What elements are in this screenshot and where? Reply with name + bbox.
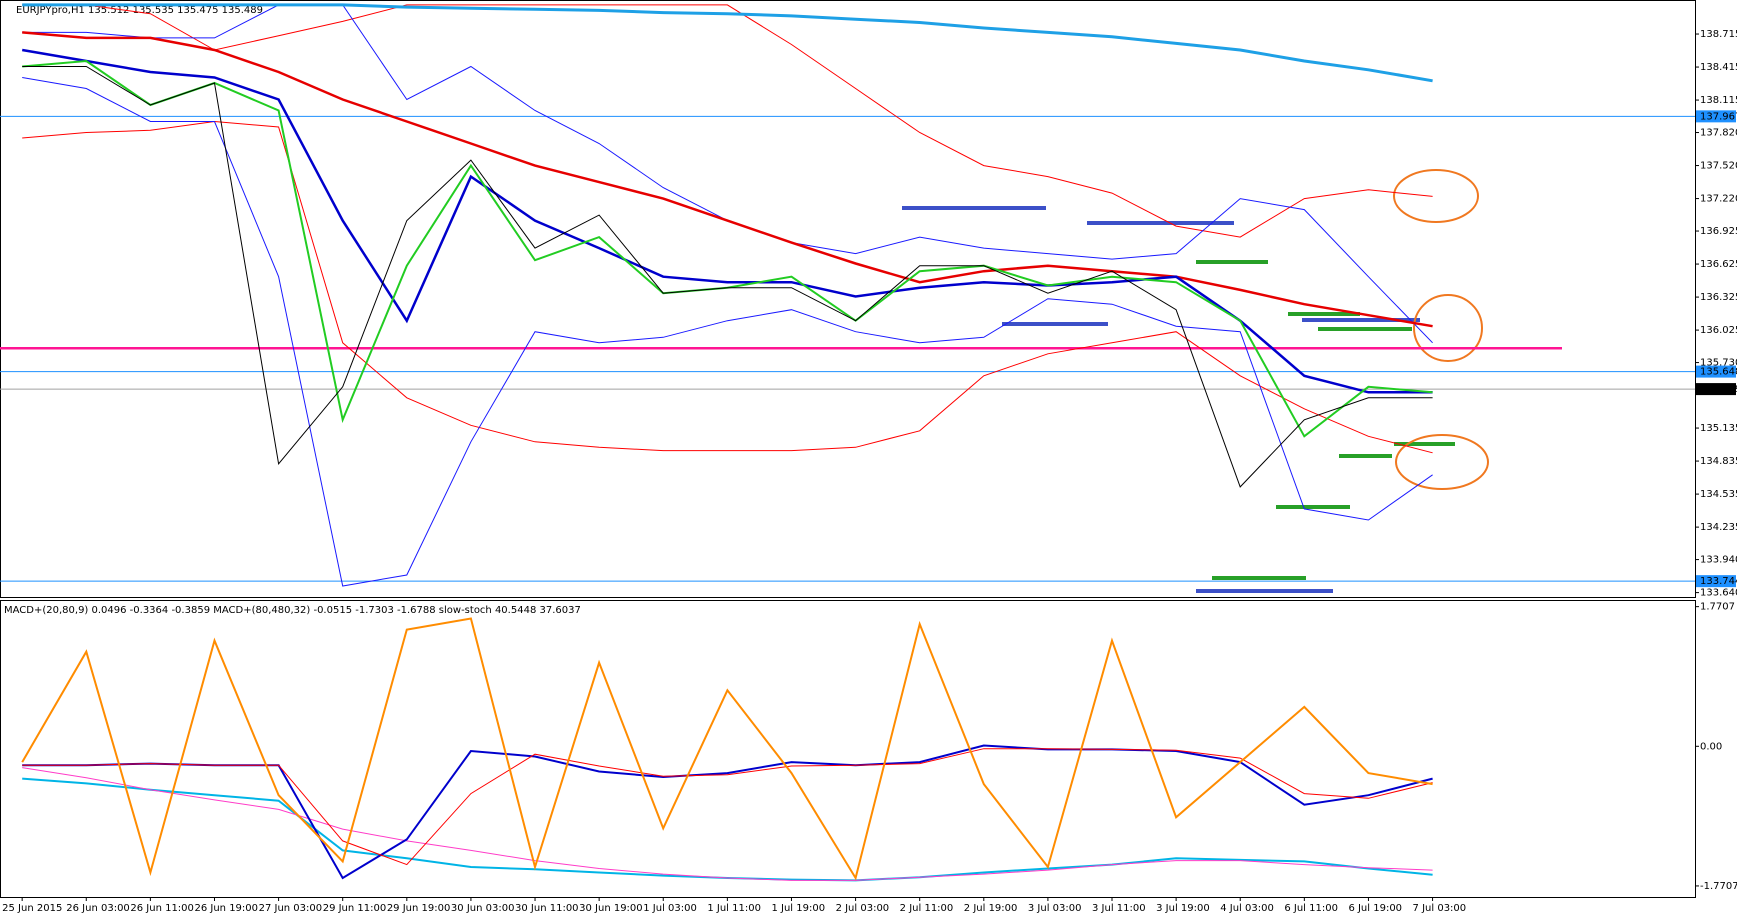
x-tick-label: 3 Jul 11:00 <box>1092 903 1146 914</box>
chart-title: EURJPYpro,H1 135.512 135.535 135.475 135… <box>16 5 263 16</box>
price-label-box <box>1696 575 1736 588</box>
x-tick-label: 1 Jul 03:00 <box>643 903 697 914</box>
x-tick-label: 29 Jun 19:00 <box>387 903 451 914</box>
x-tick-label: 2 Jul 03:00 <box>836 903 890 914</box>
y-tick-label: 136.625 <box>1700 259 1737 270</box>
price-label: 135.648 <box>1700 367 1737 378</box>
y-tick-label: 133.640 <box>1700 588 1737 599</box>
x-tick-label: 26 Jun 11:00 <box>130 903 194 914</box>
series-line <box>21 48 1433 394</box>
x-tick-label: 2 Jul 11:00 <box>900 903 954 914</box>
y-tick-label: 138.115 <box>1700 95 1737 106</box>
price-label-box <box>1696 110 1736 123</box>
x-tick-label: 25 Jun 2015 <box>2 903 62 914</box>
highlight-circle <box>1395 434 1489 490</box>
main-panel <box>0 0 1696 598</box>
y-tick-label: 1.7707 <box>1700 602 1735 613</box>
series-line <box>22 748 1433 866</box>
series-line <box>22 767 1433 881</box>
series-line <box>22 120 1433 454</box>
y-tick-label: 133.940 <box>1700 555 1737 566</box>
series-line <box>21 617 1433 881</box>
y-tick-label: 134.835 <box>1700 456 1737 467</box>
x-tick-label: 4 Jul 03:00 <box>1220 903 1274 914</box>
series-line <box>22 31 1433 328</box>
circles <box>1393 169 1489 490</box>
x-tick-label: 3 Jul 19:00 <box>1156 903 1210 914</box>
macd-panel <box>0 600 1696 898</box>
y-tick-label: 137.820 <box>1700 128 1737 139</box>
price-label: 133.744 <box>1700 576 1737 587</box>
y-tick-label: 136.925 <box>1700 226 1737 237</box>
series-line <box>22 3 1433 83</box>
indicator-title: MACD+(20,80,9) 0.0496 -0.3364 -0.3859 MA… <box>4 605 581 616</box>
x-tick-label: 30 Jun 11:00 <box>515 903 579 914</box>
series-line <box>22 77 1433 587</box>
price-label: 135.489 <box>1700 384 1737 395</box>
x-tick-label: 1 Jul 19:00 <box>771 903 825 914</box>
highlight-circle <box>1413 294 1483 362</box>
x-tick-label: 30 Jun 03:00 <box>451 903 515 914</box>
y-tick-label: 137.220 <box>1700 194 1737 205</box>
y-tick-label: 137.520 <box>1700 161 1737 172</box>
x-tick-label: 29 Jun 11:00 <box>323 903 387 914</box>
y-tick-label: 134.235 <box>1700 522 1737 533</box>
price-label-box <box>1696 383 1736 396</box>
y-tick-label: 135.730 <box>1700 358 1737 369</box>
x-tick-label: 1 Jul 11:00 <box>707 903 761 914</box>
x-tick-label: 3 Jul 03:00 <box>1028 903 1082 914</box>
series-line <box>22 4 1433 238</box>
y-tick-label: 136.325 <box>1700 292 1737 303</box>
y-tick-label: 138.715 <box>1700 29 1737 40</box>
x-tick-label: 2 Jul 19:00 <box>964 903 1018 914</box>
x-tick-label: 26 Jun 03:00 <box>66 903 130 914</box>
y-tick-label: 135.135 <box>1700 423 1737 434</box>
y-tick-label: 136.025 <box>1700 325 1737 336</box>
highlight-circle <box>1393 169 1479 223</box>
x-tick-label: 30 Jun 19:00 <box>579 903 643 914</box>
x-tick-label: 6 Jul 11:00 <box>1284 903 1338 914</box>
y-tick-label: 134.535 <box>1700 489 1737 500</box>
x-tick-label: 6 Jul 19:00 <box>1348 903 1402 914</box>
x-tick-label: 7 Jul 03:00 <box>1413 903 1467 914</box>
y-tick-label: -1.7707 <box>1700 881 1737 892</box>
y-tick-label: 0.00 <box>1700 741 1722 752</box>
x-tick-label: 27 Jun 03:00 <box>259 903 323 914</box>
series-line <box>22 66 1433 488</box>
price-label-box <box>1696 365 1736 378</box>
y-tick-label: 138.415 <box>1700 62 1737 73</box>
x-tick-label: 26 Jun 19:00 <box>194 903 258 914</box>
price-label: 137.967 <box>1700 111 1737 122</box>
drawings <box>902 206 1455 593</box>
